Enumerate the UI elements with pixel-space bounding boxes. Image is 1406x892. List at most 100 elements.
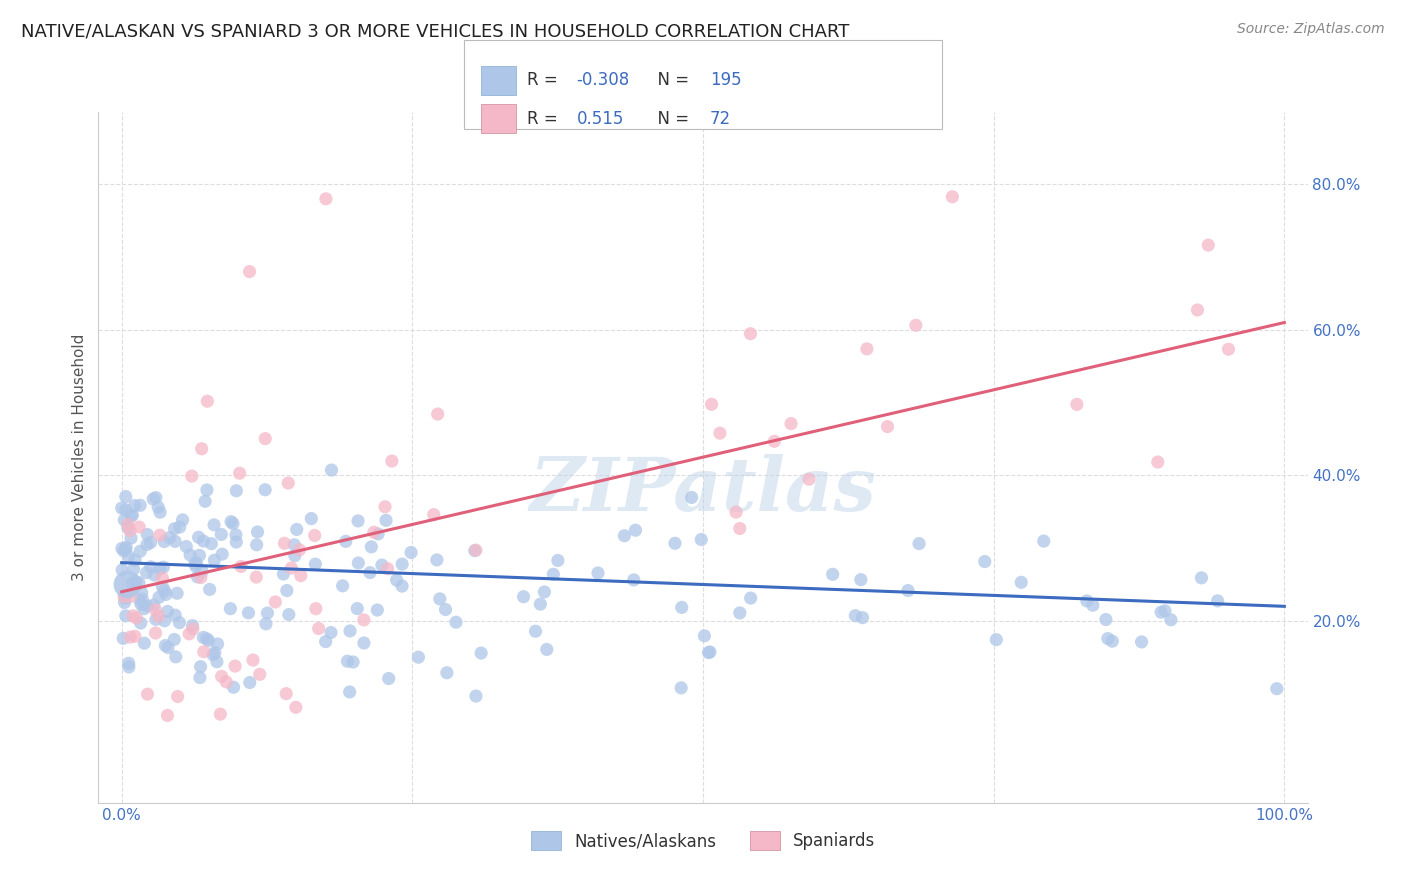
Point: [876, 419, 898, 434]
Point: [1191, 571, 1213, 585]
Point: [434, 602, 457, 616]
Point: [146, 500, 169, 515]
Point: [728, 606, 751, 620]
Point: [264, 595, 287, 609]
Point: [347, 556, 370, 570]
Point: [204, 646, 226, 660]
Point: [129, 498, 152, 512]
Point: [374, 500, 396, 514]
Point: [131, 586, 153, 600]
Point: [121, 576, 143, 591]
Point: [1154, 604, 1177, 618]
Point: [347, 514, 370, 528]
Point: [156, 605, 179, 619]
Point: [408, 650, 430, 665]
Point: [152, 560, 174, 574]
Point: [524, 624, 547, 639]
Text: N =: N =: [647, 71, 695, 89]
Point: [283, 538, 305, 552]
Point: [120, 590, 142, 604]
Point: [385, 573, 408, 587]
Point: [444, 615, 467, 630]
Point: [169, 520, 191, 534]
Point: [205, 655, 228, 669]
Point: [371, 558, 394, 573]
Point: [114, 542, 136, 557]
Point: [197, 633, 219, 648]
Point: [359, 566, 381, 580]
Point: [780, 417, 803, 431]
Point: [200, 536, 222, 550]
Point: [166, 586, 188, 600]
Point: [122, 562, 145, 576]
Point: [277, 607, 299, 622]
Point: [391, 579, 413, 593]
Point: [308, 622, 330, 636]
Point: [1095, 613, 1118, 627]
Point: [153, 583, 176, 598]
Point: [254, 483, 277, 497]
Point: [145, 603, 167, 617]
Point: [145, 626, 167, 640]
Point: [529, 597, 551, 611]
Point: [211, 669, 233, 683]
Point: [470, 646, 492, 660]
Point: [117, 517, 139, 532]
Point: [273, 566, 295, 581]
Point: [1066, 397, 1088, 411]
Point: [145, 491, 167, 505]
Point: [1010, 575, 1032, 590]
Point: [342, 655, 364, 669]
Point: [129, 615, 152, 630]
Point: [332, 579, 354, 593]
Point: [111, 541, 134, 556]
Point: [112, 632, 135, 646]
Point: [284, 700, 307, 714]
Point: [740, 326, 762, 341]
Point: [728, 521, 751, 535]
Point: [159, 531, 181, 545]
Point: [157, 640, 180, 655]
Point: [202, 553, 225, 567]
Point: [179, 627, 201, 641]
Point: [120, 630, 142, 644]
Point: [285, 523, 308, 537]
Point: [163, 632, 186, 647]
Point: [238, 606, 260, 620]
Point: [377, 562, 399, 576]
Point: [699, 645, 721, 659]
Point: [256, 606, 278, 620]
Point: [709, 426, 731, 441]
Point: [165, 608, 187, 623]
Point: [117, 577, 139, 591]
Y-axis label: 3 or more Vehicles in Household: 3 or more Vehicles in Household: [72, 334, 87, 581]
Point: [136, 527, 159, 541]
Point: [114, 490, 136, 504]
Point: [464, 543, 486, 558]
Point: [973, 555, 995, 569]
Text: 0.515: 0.515: [576, 110, 624, 128]
Point: [844, 608, 866, 623]
Point: [225, 528, 247, 542]
Point: [193, 645, 215, 659]
Point: [547, 553, 569, 567]
Point: [353, 613, 375, 627]
Point: [904, 318, 927, 333]
Point: [190, 659, 212, 673]
Point: [112, 590, 135, 604]
Text: R =: R =: [527, 110, 564, 128]
Point: [165, 534, 187, 549]
Point: [149, 505, 172, 519]
Point: [139, 560, 162, 574]
Point: [188, 549, 211, 563]
Point: [229, 559, 252, 574]
Point: [586, 566, 609, 580]
Point: [118, 524, 141, 538]
Point: [193, 631, 215, 645]
Point: [375, 513, 398, 527]
Point: [1101, 634, 1123, 648]
Point: [273, 536, 295, 550]
Point: [125, 611, 148, 625]
Text: NATIVE/ALASKAN VS SPANIARD 3 OR MORE VEHICLES IN HOUSEHOLD CORRELATION CHART: NATIVE/ALASKAN VS SPANIARD 3 OR MORE VEH…: [21, 22, 849, 40]
Point: [254, 432, 277, 446]
